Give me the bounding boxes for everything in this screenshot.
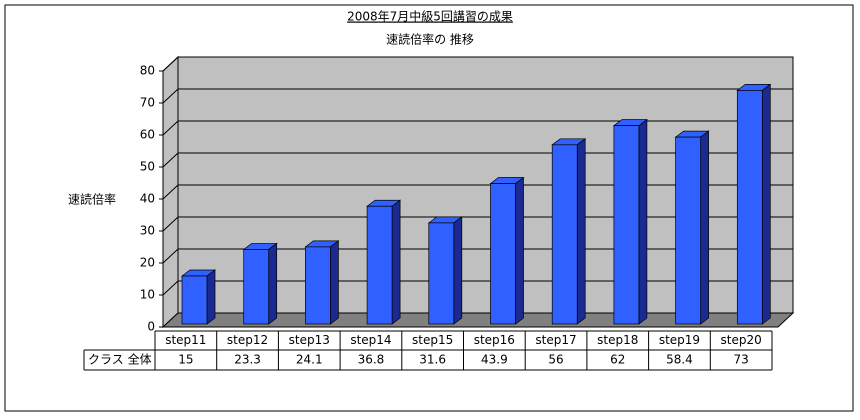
bar — [551, 144, 578, 325]
bar-side — [453, 216, 463, 325]
bar — [736, 90, 763, 325]
x-tick-label: step13 — [289, 333, 330, 347]
y-tick-label: 30 — [140, 224, 155, 238]
x-tick-label: step17 — [535, 333, 576, 347]
grid-line — [162, 184, 179, 200]
bar — [490, 183, 516, 325]
bar — [428, 222, 455, 325]
bar-side — [330, 240, 339, 325]
bar — [181, 275, 208, 325]
x-tick-label: step11 — [165, 333, 206, 347]
bar — [613, 125, 640, 325]
chart-title: 2008年7月中級5回講習の成果 — [347, 9, 513, 24]
grid-line — [162, 120, 179, 136]
bar — [243, 249, 270, 325]
bar-side — [391, 199, 401, 325]
x-tick-label: step16 — [474, 333, 515, 347]
table-value: 36.8 — [358, 353, 385, 367]
y-tick-label: 0 — [147, 320, 155, 334]
bar — [366, 205, 393, 325]
grid-line — [162, 152, 179, 168]
bar — [305, 246, 331, 325]
y-tick-label: 60 — [140, 128, 155, 142]
bar-side — [268, 242, 278, 325]
y-axis-label: 速読倍率 — [68, 192, 116, 207]
table-value: 62 — [610, 353, 625, 367]
bar-side — [576, 138, 586, 325]
table-value: 23.3 — [234, 353, 261, 367]
x-tick-label: step18 — [597, 333, 638, 347]
table-value: 31.6 — [419, 353, 446, 367]
y-tick-label: 10 — [140, 288, 155, 302]
grid-line — [162, 216, 179, 232]
bar-side — [515, 176, 524, 325]
x-tick-label: step20 — [721, 333, 762, 347]
table-value: 15 — [178, 353, 193, 367]
bar-side — [761, 83, 771, 325]
x-tick-label: step15 — [412, 333, 453, 347]
y-tick-label: 20 — [140, 256, 155, 270]
grid-line — [162, 88, 179, 104]
y-tick-label: 50 — [140, 160, 155, 174]
table-value: 43.9 — [481, 353, 508, 367]
bar-side — [206, 269, 216, 325]
grid-line — [162, 56, 179, 72]
table-value: 58.4 — [666, 353, 693, 367]
grid-line — [162, 248, 179, 264]
bar — [675, 136, 701, 325]
chart-subtitle: 速読倍率の 推移 — [386, 32, 474, 47]
table-value: 73 — [734, 353, 749, 367]
y-tick-label: 70 — [140, 96, 155, 110]
x-tick-label: step12 — [227, 333, 268, 347]
x-tick-label: step19 — [659, 333, 700, 347]
x-tick-label: step14 — [350, 333, 391, 347]
y-tick-label: 80 — [140, 64, 155, 78]
bar-side — [638, 118, 648, 325]
y-tick-label: 40 — [140, 192, 155, 206]
series-label: クラス 全体 — [88, 352, 152, 367]
table-value: 56 — [548, 353, 563, 367]
bar-side — [700, 130, 709, 325]
grid-line — [162, 280, 179, 296]
table-value: 24.1 — [296, 353, 323, 367]
